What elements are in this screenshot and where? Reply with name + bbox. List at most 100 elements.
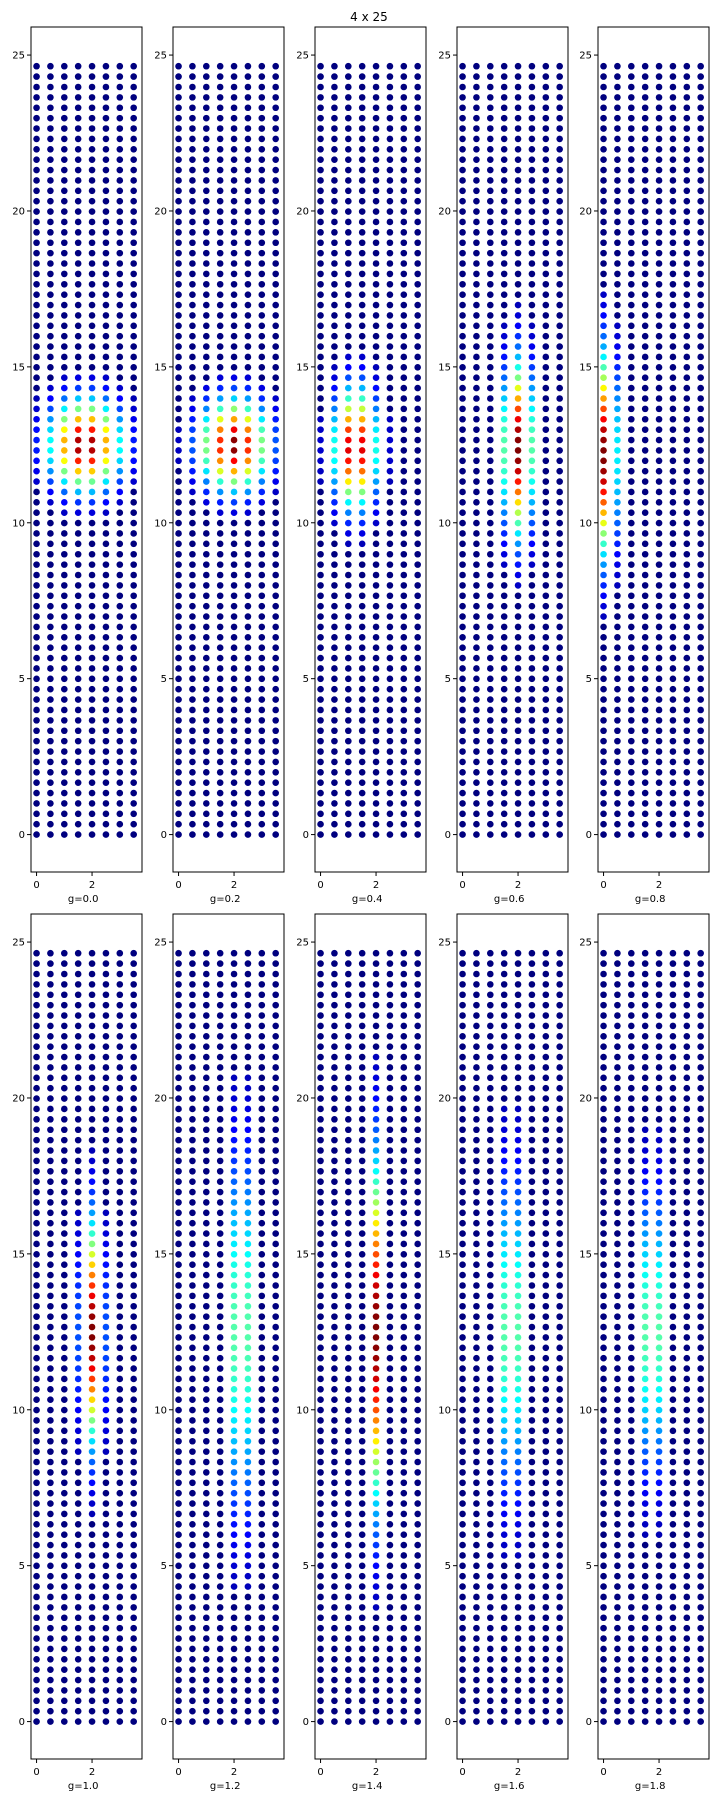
scatter-point — [528, 654, 536, 662]
scatter-point — [33, 332, 40, 340]
scatter-point — [47, 1417, 54, 1424]
scatter-point — [628, 530, 635, 537]
scatter-point — [459, 1552, 466, 1559]
scatter-point — [473, 218, 480, 226]
scatter-point — [88, 540, 96, 548]
scatter-point — [345, 540, 352, 548]
scatter-point — [459, 166, 466, 174]
scatter-point — [331, 949, 338, 957]
scatter-point — [74, 229, 82, 236]
scatter-point — [61, 1707, 68, 1715]
scatter-point — [47, 1032, 54, 1040]
scatter-point — [74, 312, 82, 319]
scatter-point — [358, 395, 366, 402]
scatter-point — [244, 800, 252, 807]
scatter-point — [203, 1593, 210, 1601]
scatter-point — [189, 1219, 196, 1227]
scatter-point — [628, 166, 635, 174]
scatter-point — [61, 156, 68, 163]
scatter-point — [189, 550, 196, 558]
scatter-point — [74, 114, 82, 122]
scatter-point — [542, 665, 550, 672]
scatter-point — [641, 364, 649, 371]
scatter-points — [459, 62, 563, 838]
scatter-point — [655, 779, 663, 786]
scatter-point — [61, 727, 68, 735]
scatter-point — [216, 592, 224, 600]
scatter-point — [33, 457, 40, 465]
scatter-point — [414, 145, 421, 153]
scatter-point — [244, 94, 252, 101]
scatter-point — [655, 706, 663, 714]
scatter-point — [88, 748, 96, 755]
scatter-point — [116, 737, 124, 745]
scatter-point — [189, 1687, 196, 1694]
scatter-point — [386, 1354, 394, 1362]
scatter-point — [487, 239, 494, 247]
scatter-point — [189, 1386, 196, 1393]
scatter-point — [216, 208, 224, 215]
y-tick-label: 25 — [438, 51, 451, 62]
scatter-point — [272, 488, 279, 496]
scatter-point — [203, 114, 210, 122]
scatter-point — [345, 1707, 352, 1715]
scatter-point — [317, 675, 324, 683]
scatter-point — [102, 644, 110, 651]
scatter-point — [258, 1167, 266, 1175]
scatter-point — [203, 1302, 210, 1310]
scatter-point — [61, 981, 68, 988]
scatter-point — [272, 1500, 279, 1507]
scatter-point — [175, 1614, 182, 1622]
scatter-point — [258, 1458, 266, 1466]
scatter-point — [272, 831, 279, 838]
scatter-point — [372, 706, 380, 714]
scatter-point — [102, 1209, 110, 1217]
scatter-point — [230, 166, 238, 174]
scatter-point — [345, 592, 352, 600]
scatter-point — [47, 301, 54, 309]
scatter-point — [358, 1313, 366, 1320]
scatter-point — [400, 218, 408, 226]
scatter-point — [272, 991, 279, 999]
scatter-point — [33, 1666, 40, 1673]
y-tick-label: 15 — [296, 362, 309, 373]
scatter-point — [358, 634, 366, 641]
scatter-point — [130, 1635, 137, 1642]
scatter-point — [189, 1261, 196, 1269]
scatter-point — [528, 665, 536, 672]
scatter-point — [175, 135, 182, 143]
scatter-point — [386, 1635, 394, 1642]
scatter-point — [386, 447, 394, 454]
scatter-point — [514, 737, 522, 745]
scatter-point — [614, 426, 621, 433]
scatter-point — [61, 1188, 68, 1196]
scatter-point — [61, 519, 68, 527]
scatter-point — [487, 665, 494, 672]
scatter-point — [683, 114, 691, 122]
scatter-point — [600, 405, 607, 413]
scatter-point — [358, 602, 366, 610]
scatter-point — [542, 145, 550, 153]
scatter-point — [697, 291, 704, 298]
scatter-point — [244, 758, 252, 766]
scatter-point — [372, 571, 380, 579]
scatter-point — [216, 623, 224, 631]
scatter-point — [258, 1344, 266, 1352]
scatter-point — [33, 1572, 40, 1580]
scatter-point — [414, 644, 421, 651]
scatter-point — [600, 156, 607, 163]
scatter-point — [386, 353, 394, 361]
scatter-point — [175, 156, 182, 163]
scatter-point — [331, 270, 338, 278]
scatter-point — [386, 343, 394, 350]
scatter-point — [102, 1323, 110, 1331]
scatter-point — [102, 981, 110, 988]
scatter-point — [116, 1500, 124, 1507]
scatter-point — [500, 509, 508, 516]
scatter-point — [358, 1251, 366, 1258]
scatter-point — [459, 125, 466, 132]
scatter-point — [500, 384, 508, 392]
scatter-point — [528, 322, 536, 330]
scatter-points — [317, 949, 421, 1725]
scatter-point — [244, 1271, 252, 1279]
